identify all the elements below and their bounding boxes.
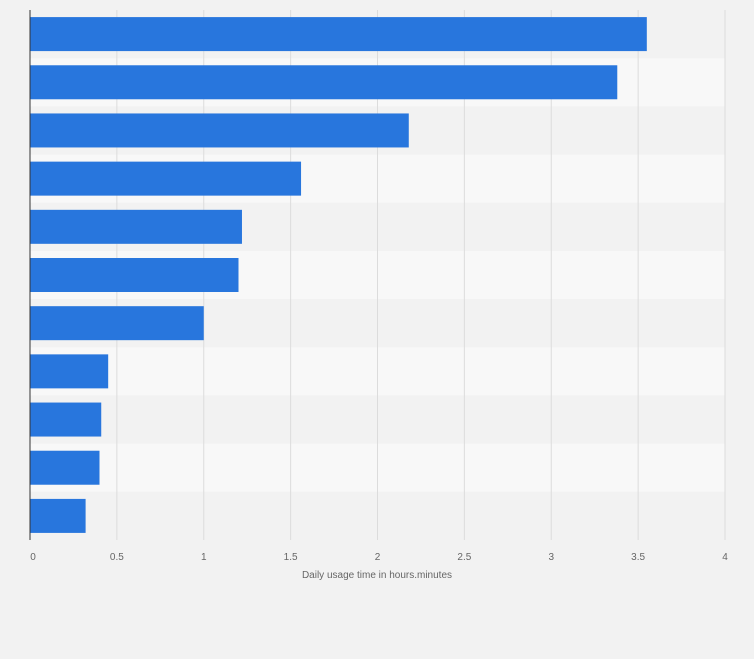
bars: [30, 17, 647, 533]
bar[interactable]: [30, 209, 242, 244]
x-tick-label: 1.5: [284, 552, 298, 563]
bar[interactable]: [30, 498, 86, 533]
x-tick-label: 4: [722, 552, 728, 563]
bar[interactable]: [30, 402, 102, 437]
x-axis-title: Daily usage time in hours.minutes: [302, 570, 452, 581]
bar[interactable]: [30, 306, 204, 341]
x-tick-label: 1: [201, 552, 207, 563]
bar[interactable]: [30, 258, 239, 292]
bar[interactable]: [30, 450, 100, 485]
x-tick-label: 3.5: [631, 552, 645, 563]
bar[interactable]: [30, 65, 618, 100]
bar[interactable]: [30, 17, 647, 52]
bar[interactable]: [30, 161, 302, 196]
bar[interactable]: [30, 113, 409, 148]
x-tick-label: 3: [548, 552, 554, 563]
bar[interactable]: [30, 354, 109, 389]
x-tick-label: 2.5: [457, 552, 471, 563]
x-axis-ticks: 0 0.5 1 1.5 2 2.5 3 3.5 4: [30, 552, 728, 563]
x-tick-label: 0.5: [110, 552, 124, 563]
x-tick-label: 2: [375, 552, 381, 563]
x-tick-label: 0: [30, 552, 36, 563]
